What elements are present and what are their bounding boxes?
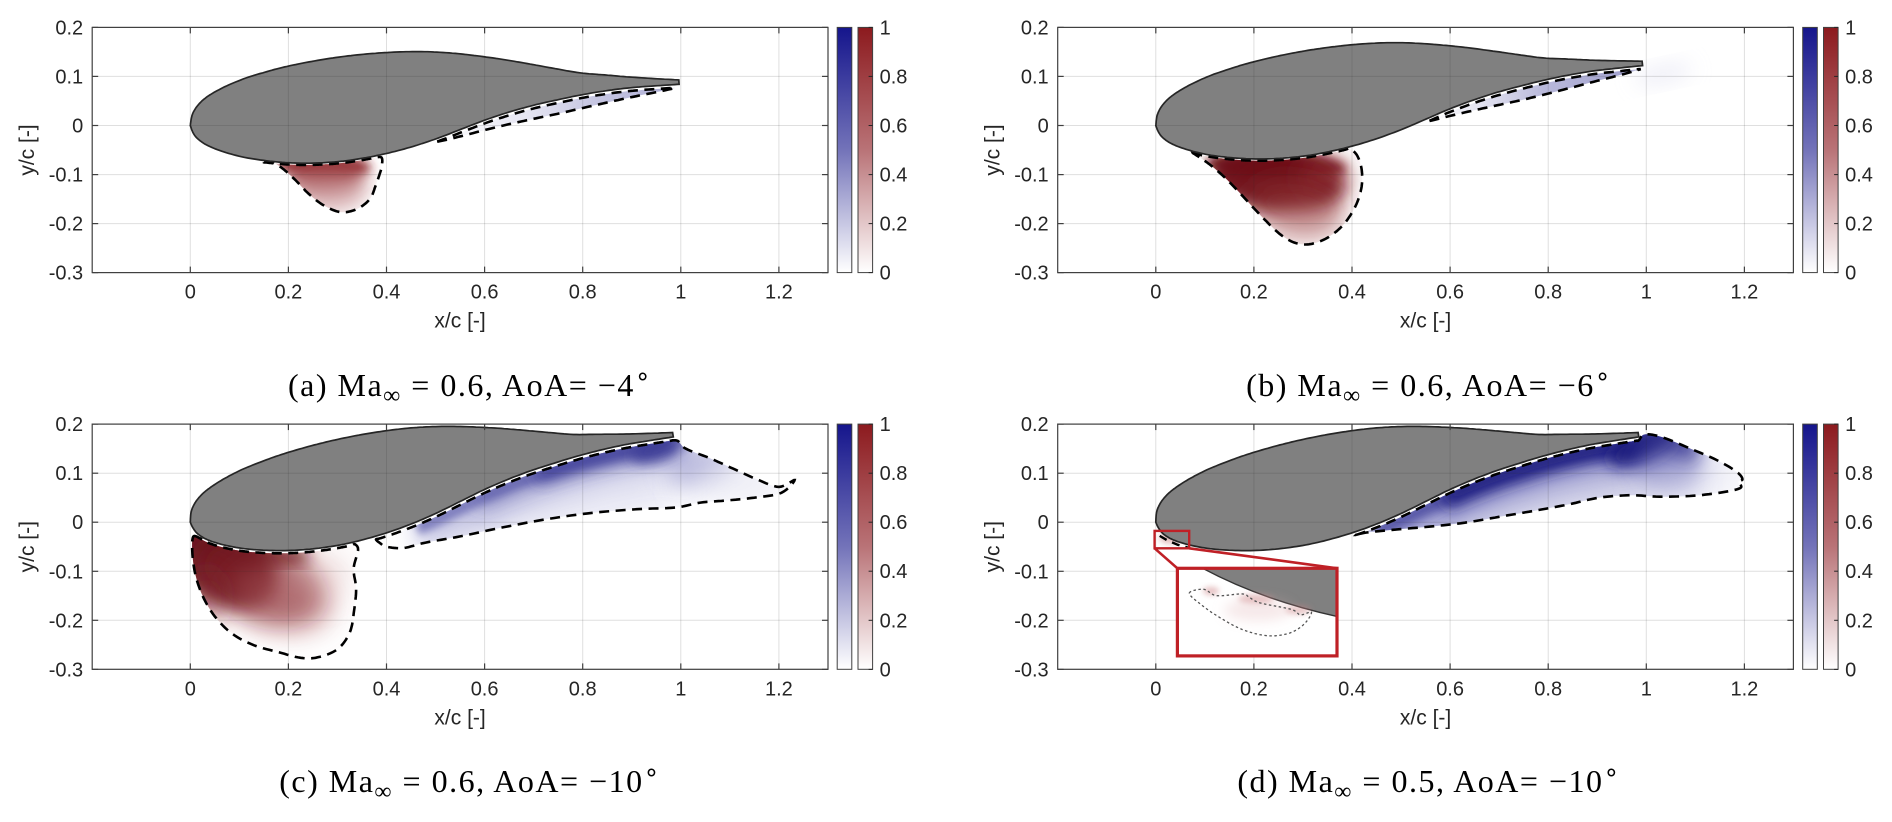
svg-text:0.4: 0.4 xyxy=(1338,678,1366,700)
svg-text:0.2: 0.2 xyxy=(55,414,83,436)
svg-text:x/c [-]: x/c [-] xyxy=(1400,706,1451,729)
svg-text:0.2: 0.2 xyxy=(880,214,908,236)
svg-text:(c) Ma∞ = 0.6, AoA= −10∘: (c) Ma∞ = 0.6, AoA= −10∘ xyxy=(279,759,661,805)
svg-text:0.2: 0.2 xyxy=(1021,17,1049,39)
svg-text:-0.1: -0.1 xyxy=(49,561,83,583)
svg-text:0.8: 0.8 xyxy=(1534,282,1562,304)
svg-text:0.2: 0.2 xyxy=(55,17,83,39)
svg-text:0: 0 xyxy=(1150,678,1161,700)
svg-text:0.4: 0.4 xyxy=(373,282,401,304)
svg-text:0.1: 0.1 xyxy=(1021,463,1049,485)
svg-text:0: 0 xyxy=(72,116,83,138)
svg-text:-0.1: -0.1 xyxy=(1014,165,1048,187)
svg-text:0.8: 0.8 xyxy=(569,678,597,700)
svg-text:0.4: 0.4 xyxy=(880,165,908,187)
svg-text:1.2: 1.2 xyxy=(1730,282,1758,304)
svg-text:y/c [-]: y/c [-] xyxy=(16,124,39,175)
svg-text:(d) Ma∞ = 0.5, AoA= −10∘: (d) Ma∞ = 0.5, AoA= −10∘ xyxy=(1237,759,1620,805)
svg-text:1: 1 xyxy=(1641,282,1652,304)
svg-text:0.6: 0.6 xyxy=(1436,282,1464,304)
svg-text:1: 1 xyxy=(1845,17,1856,39)
svg-text:0.6: 0.6 xyxy=(1845,512,1873,534)
svg-text:0.2: 0.2 xyxy=(1845,610,1873,632)
svg-text:0.8: 0.8 xyxy=(1845,66,1873,88)
svg-text:1: 1 xyxy=(675,678,686,700)
svg-text:-0.2: -0.2 xyxy=(49,610,83,632)
svg-text:1.2: 1.2 xyxy=(765,282,793,304)
svg-text:0: 0 xyxy=(1038,116,1049,138)
svg-text:1: 1 xyxy=(1641,678,1652,700)
svg-text:0.2: 0.2 xyxy=(880,610,908,632)
svg-text:0.6: 0.6 xyxy=(880,116,908,138)
svg-text:0.8: 0.8 xyxy=(880,66,908,88)
svg-text:0: 0 xyxy=(880,263,891,285)
svg-text:x/c [-]: x/c [-] xyxy=(1400,310,1451,333)
svg-text:0.8: 0.8 xyxy=(880,463,908,485)
svg-text:1: 1 xyxy=(880,414,891,436)
svg-text:0.1: 0.1 xyxy=(55,66,83,88)
svg-text:0: 0 xyxy=(185,678,196,700)
svg-text:-0.2: -0.2 xyxy=(49,214,83,236)
svg-text:0.2: 0.2 xyxy=(1240,678,1268,700)
svg-text:0: 0 xyxy=(72,512,83,534)
svg-text:0: 0 xyxy=(185,282,196,304)
svg-text:0.2: 0.2 xyxy=(274,678,302,700)
svg-text:0.4: 0.4 xyxy=(1845,561,1873,583)
svg-text:0.8: 0.8 xyxy=(569,282,597,304)
svg-text:0.4: 0.4 xyxy=(880,561,908,583)
svg-text:x/c [-]: x/c [-] xyxy=(434,706,485,729)
svg-text:y/c [-]: y/c [-] xyxy=(982,521,1005,572)
svg-text:0.2: 0.2 xyxy=(1240,282,1268,304)
svg-text:-0.3: -0.3 xyxy=(49,263,83,285)
svg-text:0.8: 0.8 xyxy=(1845,463,1873,485)
svg-text:-0.2: -0.2 xyxy=(1014,610,1048,632)
svg-text:0.6: 0.6 xyxy=(1845,116,1873,138)
svg-text:0: 0 xyxy=(880,659,891,681)
svg-text:0.1: 0.1 xyxy=(1021,66,1049,88)
svg-text:(a) Ma∞ = 0.6, AoA= −4∘: (a) Ma∞ = 0.6, AoA= −4∘ xyxy=(288,363,652,409)
svg-text:0: 0 xyxy=(1845,263,1856,285)
svg-text:-0.3: -0.3 xyxy=(1014,263,1048,285)
svg-text:-0.3: -0.3 xyxy=(49,659,83,681)
svg-text:-0.1: -0.1 xyxy=(1014,561,1048,583)
svg-text:-0.3: -0.3 xyxy=(1014,659,1048,681)
svg-text:0: 0 xyxy=(1150,282,1161,304)
svg-text:0.2: 0.2 xyxy=(1845,214,1873,236)
svg-text:0.4: 0.4 xyxy=(1845,165,1873,187)
svg-text:0.6: 0.6 xyxy=(471,678,499,700)
svg-text:0.2: 0.2 xyxy=(274,282,302,304)
svg-text:0.4: 0.4 xyxy=(373,678,401,700)
svg-text:1.2: 1.2 xyxy=(1730,678,1758,700)
svg-text:y/c [-]: y/c [-] xyxy=(982,124,1005,175)
svg-text:(b) Ma∞ = 0.6, AoA= −6∘: (b) Ma∞ = 0.6, AoA= −6∘ xyxy=(1246,363,1612,409)
svg-text:-0.2: -0.2 xyxy=(1014,214,1048,236)
svg-text:0.8: 0.8 xyxy=(1534,678,1562,700)
svg-text:0: 0 xyxy=(1038,512,1049,534)
svg-text:0.4: 0.4 xyxy=(1338,282,1366,304)
svg-text:y/c [-]: y/c [-] xyxy=(16,521,39,572)
svg-text:x/c [-]: x/c [-] xyxy=(434,310,485,333)
svg-text:1: 1 xyxy=(1845,414,1856,436)
svg-text:-0.1: -0.1 xyxy=(49,165,83,187)
svg-text:0.2: 0.2 xyxy=(1021,414,1049,436)
svg-text:0.6: 0.6 xyxy=(880,512,908,534)
svg-text:1.2: 1.2 xyxy=(765,678,793,700)
svg-text:0.6: 0.6 xyxy=(1436,678,1464,700)
svg-text:0: 0 xyxy=(1845,659,1856,681)
svg-text:0.1: 0.1 xyxy=(55,463,83,485)
svg-text:0.6: 0.6 xyxy=(471,282,499,304)
svg-text:1: 1 xyxy=(880,17,891,39)
svg-text:1: 1 xyxy=(675,282,686,304)
